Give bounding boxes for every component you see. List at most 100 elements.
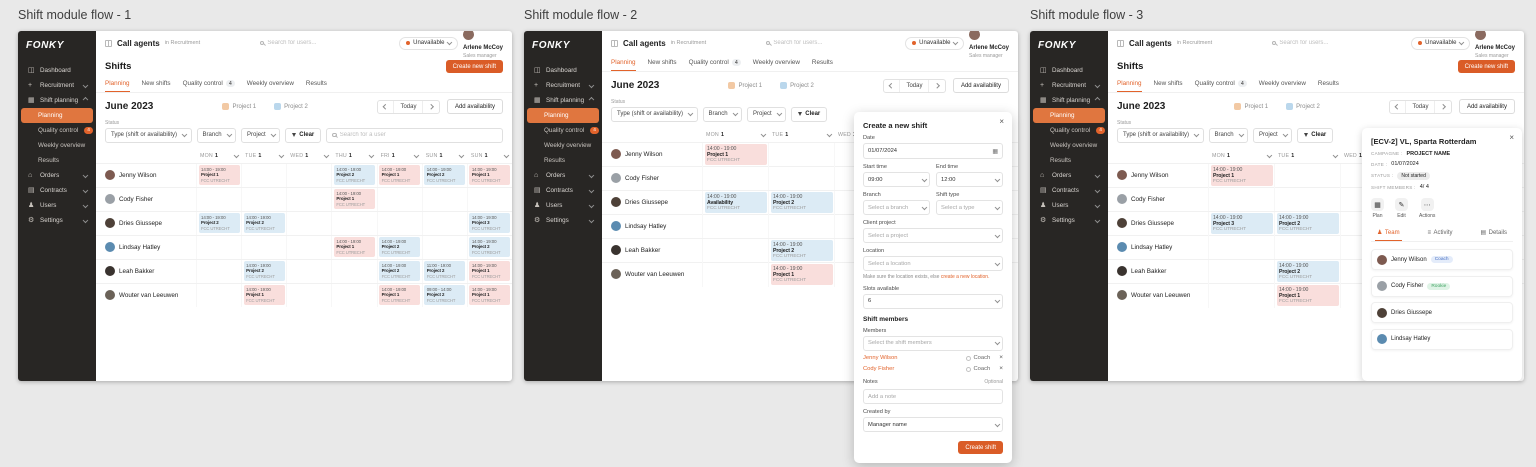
- shift-chip[interactable]: 14:00 - 19:00 Project 2 FCC UTRECHT: [379, 237, 421, 257]
- clear-filters-button[interactable]: Clear: [791, 106, 828, 122]
- coach-radio[interactable]: [965, 366, 971, 372]
- shift-chip[interactable]: 14:00 - 19:00 Project 2 FCC UTRECHT: [198, 213, 240, 233]
- branch-filter-select[interactable]: Branch: [196, 127, 237, 143]
- tab[interactable]: Quality control 4: [1195, 80, 1247, 92]
- day-column-header[interactable]: TUE 1: [241, 152, 286, 159]
- shift-chip[interactable]: 14:00 - 19:00 Project 2 FCC UTRECHT: [379, 261, 421, 281]
- note-input[interactable]: [863, 389, 1003, 404]
- shift-chip[interactable]: 14:00 - 19:00 Project 2 FCC UTRECHT: [424, 165, 466, 185]
- branch-filter-select[interactable]: Branch: [1208, 127, 1249, 143]
- sidebar-item[interactable]: Results: [1033, 153, 1105, 168]
- sidebar-item[interactable]: Shift planning: [21, 93, 93, 108]
- tab[interactable]: Planning: [611, 59, 636, 71]
- shift-chip[interactable]: 14:00 - 19:00 Project 1 FCC UTRECHT: [469, 165, 511, 185]
- global-search-input[interactable]: [773, 40, 846, 46]
- shift-chip[interactable]: 14:00 - 19:00 Project 2 FCC UTRECHT: [333, 165, 376, 185]
- next-week-button[interactable]: [1434, 100, 1450, 113]
- slots-select[interactable]: 6: [863, 293, 1003, 309]
- availability-status-dropdown[interactable]: Unavailable: [905, 36, 964, 50]
- tab[interactable]: Results: [812, 59, 833, 71]
- sidebar-item[interactable]: Settings: [527, 213, 599, 228]
- team-member-card[interactable]: Dries Giussepe: [1371, 302, 1513, 323]
- clear-filters-button[interactable]: Clear: [285, 127, 322, 143]
- sidebar-item[interactable]: Weekly overview: [1033, 138, 1105, 153]
- sidebar-item[interactable]: Orders: [527, 168, 599, 183]
- global-search[interactable]: [205, 40, 394, 46]
- day-column-header[interactable]: MON 1: [1208, 152, 1274, 159]
- team-member-card[interactable]: Jenny Wilson Coach: [1371, 249, 1513, 270]
- drawer-action-button[interactable]: Plan: [1371, 198, 1384, 219]
- global-search[interactable]: [711, 40, 900, 46]
- user-search[interactable]: [326, 127, 503, 143]
- members-select[interactable]: Select the shift members: [863, 335, 1003, 351]
- collapse-sidebar-icon[interactable]: [611, 39, 618, 47]
- shift-chip[interactable]: 14:00 - 19:00 Project 1 FCC UTRECHT: [1276, 285, 1339, 307]
- shift-chip[interactable]: 14:00 - 19:00 Project 1 FCC UTRECHT: [243, 285, 285, 305]
- sidebar-item[interactable]: Orders: [1033, 168, 1105, 183]
- shift-chip[interactable]: 14:00 - 19:00 Project 1 FCC UTRECHT: [379, 285, 421, 305]
- global-search[interactable]: [1217, 40, 1406, 46]
- branch-select[interactable]: Select a branch: [863, 200, 930, 215]
- shift-chip[interactable]: 14:00 - 19:00 Project 2 FCC UTRECHT: [1276, 261, 1339, 283]
- branch-filter-select[interactable]: Branch: [702, 106, 743, 122]
- sidebar-item[interactable]: Settings: [21, 213, 93, 228]
- global-search-input[interactable]: [1279, 40, 1352, 46]
- shift-chip[interactable]: 14:00 - 19:00 Project 1 FCC UTRECHT: [469, 261, 511, 281]
- collapse-sidebar-icon[interactable]: [105, 39, 112, 47]
- sidebar-item[interactable]: Contracts: [1033, 183, 1105, 198]
- coach-radio[interactable]: [965, 355, 971, 361]
- member-name[interactable]: Cody Fisher: [863, 366, 895, 373]
- shift-chip[interactable]: 14:00 - 19:00 Project 1 FCC UTRECHT: [333, 237, 376, 257]
- add-availability-button[interactable]: Add availability: [1458, 99, 1515, 114]
- sidebar-item[interactable]: Recruitment: [21, 78, 93, 93]
- member-name[interactable]: Jenny Wilson: [863, 355, 898, 362]
- day-column-header[interactable]: MON 1: [196, 152, 241, 159]
- sidebar-item[interactable]: Results: [21, 153, 93, 168]
- sidebar-item[interactable]: Results: [527, 153, 599, 168]
- shift-chip[interactable]: 14:00 - 19:00 Project 3 FCC UTRECHT: [1210, 213, 1273, 235]
- tab[interactable]: New shifts: [142, 80, 171, 92]
- tab[interactable]: Results: [306, 80, 327, 92]
- shift-chip[interactable]: 14:00 - 19:00 Project 2 FCC UTRECHT: [770, 240, 833, 262]
- user-menu[interactable]: Arlene McCoy Sales manager: [1474, 31, 1515, 59]
- team-member-card[interactable]: Cody Fisher Rookie: [1371, 275, 1513, 297]
- sidebar-item[interactable]: Contracts: [21, 183, 93, 198]
- add-availability-button[interactable]: Add availability: [952, 78, 1009, 93]
- shift-chip[interactable]: 14:00 - 19:00 Project 1 FCC UTRECHT: [770, 264, 833, 286]
- user-search-input[interactable]: [339, 132, 497, 138]
- day-column-header[interactable]: SUN 1: [422, 152, 467, 159]
- tab[interactable]: Planning: [105, 80, 130, 92]
- shift-type-select[interactable]: Select a type: [936, 200, 1003, 215]
- global-search-input[interactable]: [267, 40, 340, 46]
- clear-filters-button[interactable]: Clear: [1297, 127, 1334, 143]
- drawer-action-button[interactable]: Actions: [1419, 198, 1435, 219]
- day-column-header[interactable]: THU 1: [331, 152, 376, 159]
- tab[interactable]: Weekly overview: [753, 59, 800, 71]
- next-week-button[interactable]: [928, 79, 944, 92]
- sidebar-item[interactable]: Quality control 4: [1033, 123, 1105, 138]
- sidebar-item[interactable]: Planning: [21, 108, 93, 123]
- create-new-shift-button[interactable]: Create new shift: [1457, 60, 1515, 73]
- shift-chip[interactable]: 14:00 - 19:00 Project 2 FCC UTRECHT: [770, 192, 833, 214]
- sidebar-item[interactable]: Users: [1033, 198, 1105, 213]
- shift-chip[interactable]: 14:00 - 19:00 Project 1 FCC UTRECHT: [379, 165, 421, 185]
- sidebar-item[interactable]: Quality control 4: [527, 123, 599, 138]
- today-button[interactable]: Today: [1405, 100, 1434, 113]
- project-filter-select[interactable]: Project: [241, 127, 281, 143]
- tab[interactable]: Weekly overview: [247, 80, 294, 92]
- day-column-header[interactable]: TUE 1: [768, 131, 834, 138]
- sidebar-item[interactable]: Recruitment: [527, 78, 599, 93]
- drawer-tab[interactable]: Activity: [1426, 226, 1455, 241]
- team-member-card[interactable]: Lindsay Hatley: [1371, 328, 1513, 350]
- created-by-select[interactable]: Manager name: [863, 417, 1003, 432]
- create-new-shift-button[interactable]: Create new shift: [445, 60, 503, 73]
- availability-status-dropdown[interactable]: Unavailable: [1411, 36, 1470, 50]
- sidebar-item[interactable]: Recruitment: [1033, 78, 1105, 93]
- collapse-sidebar-icon[interactable]: [1117, 39, 1124, 47]
- tab[interactable]: New shifts: [1154, 80, 1183, 92]
- shift-chip[interactable]: 09:00 - 14:00 Project 2 FCC UTRECHT: [424, 285, 466, 305]
- sidebar-item[interactable]: Dashboard: [527, 63, 599, 78]
- shift-chip[interactable]: 14:00 - 19:00 Project 2 FCC UTRECHT: [243, 261, 285, 281]
